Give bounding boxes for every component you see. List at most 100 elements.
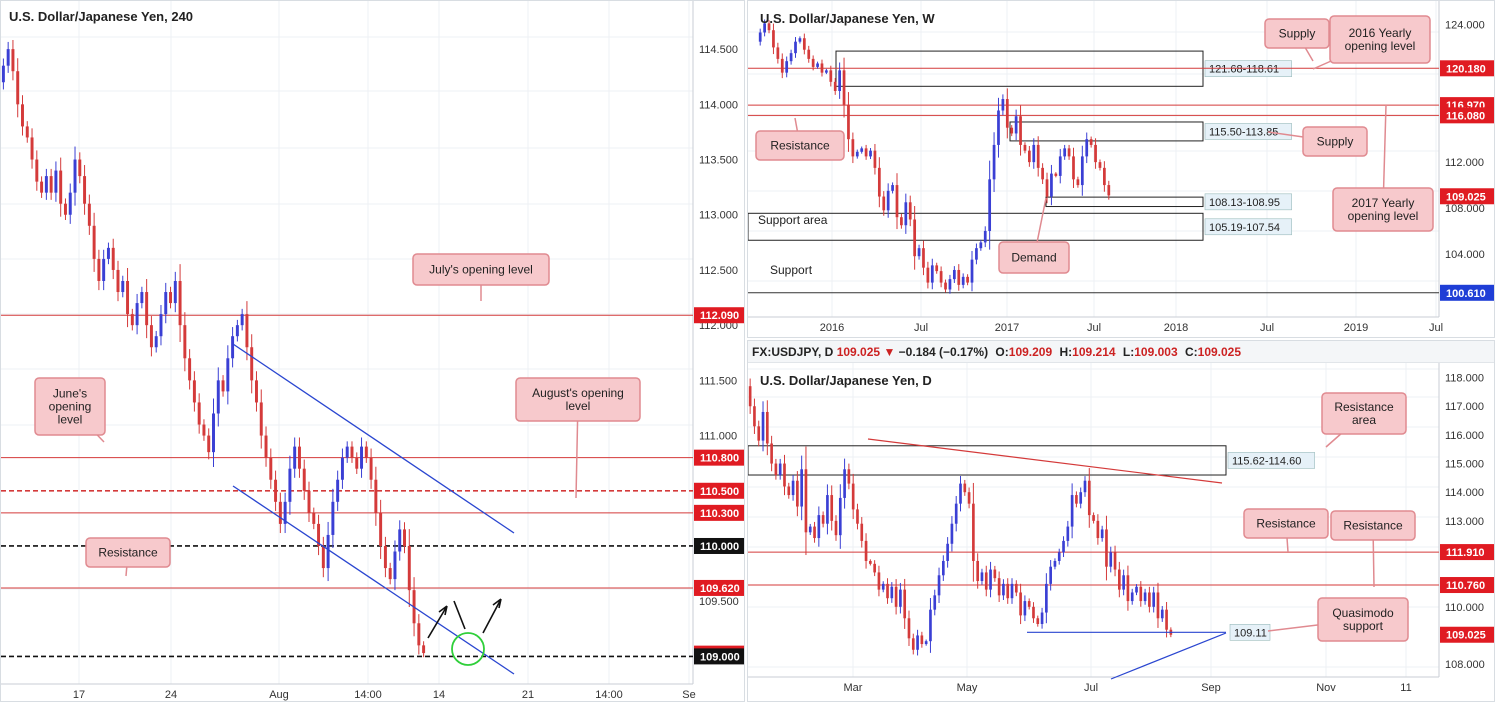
price-tick-label: 118.000: [1445, 373, 1484, 385]
price-change: −0.184 (−0.17%): [898, 345, 989, 359]
symbol-label: FX:USDJPY, D: [752, 345, 834, 359]
price-tick-label: 111.500: [699, 375, 737, 387]
up-arrow-icon: [427, 605, 448, 639]
candle-body: [780, 58, 784, 73]
callout-text: Resistance: [1343, 519, 1403, 533]
candle-body: [1053, 560, 1057, 567]
candle-body: [877, 167, 881, 197]
candle-body: [1050, 173, 1053, 197]
candle-body: [916, 635, 919, 650]
callout-box: [515, 377, 641, 422]
candle-body: [988, 179, 992, 231]
candle-body: [192, 380, 196, 403]
candle-body: [886, 190, 890, 211]
candle-body: [907, 618, 911, 639]
candle-body: [917, 248, 921, 257]
candle-body: [83, 176, 87, 204]
callout-text: Demand: [1011, 251, 1056, 265]
candle-body: [976, 560, 980, 582]
candle-body: [813, 526, 816, 539]
open-label: O:: [995, 345, 1009, 359]
candle-body: [954, 503, 958, 524]
close-value: 109.025: [1197, 345, 1242, 359]
time-tick-label: 21: [522, 689, 534, 701]
candle-body: [1107, 185, 1111, 196]
candle-body: [140, 292, 144, 304]
candle-body: [864, 540, 868, 561]
candle-body: [957, 269, 961, 285]
weekly-chart-title: U.S. Dollar/Japanese Yen, W: [760, 11, 935, 26]
candle-body: [1067, 148, 1071, 157]
callout-box: [1317, 597, 1409, 642]
price-tick-label: 113.500: [699, 155, 738, 167]
candle-body: [1036, 618, 1040, 624]
candle-body: [913, 219, 917, 257]
candle-body: [240, 314, 244, 326]
candle-body: [972, 503, 975, 561]
callout-box: [85, 537, 171, 568]
candle-body: [869, 150, 872, 157]
candle-body: [1062, 540, 1065, 553]
candle-body: [360, 446, 364, 469]
trendline-support: [1110, 632, 1227, 680]
callout-text: Resistance: [98, 546, 158, 560]
candle-body: [16, 71, 20, 105]
candle-body: [860, 148, 864, 152]
candle-body: [302, 468, 306, 491]
time-tick-label: 14: [433, 689, 445, 701]
candle-body: [838, 70, 841, 92]
candle-body: [1014, 116, 1018, 134]
price-tick-label: 113.000: [699, 210, 738, 222]
candle-body: [111, 247, 115, 270]
candle-body: [1027, 601, 1031, 607]
candle-body: [826, 495, 829, 524]
candle-body: [765, 411, 769, 444]
candle-body: [869, 560, 872, 564]
daily-chart-panel[interactable]: 115.62-114.60 118.000 117.000 116.000 115.00…: [747, 340, 1495, 702]
candle-body: [1160, 609, 1164, 619]
candle-body: [980, 572, 984, 582]
candle-body: [1010, 583, 1014, 599]
open-value: 109.209: [1008, 345, 1053, 359]
highlight-circle: [451, 632, 485, 666]
price-tick-label: 108.000: [1445, 203, 1485, 215]
candle-body: [183, 325, 187, 359]
candle-body: [1094, 144, 1097, 163]
candle-body: [1156, 592, 1160, 619]
candle-body: [791, 480, 795, 496]
candle-body: [933, 595, 937, 610]
h4-chart-panel[interactable]: 114.500 114.000 113.500 113.000 112.500 112.0…: [0, 0, 745, 702]
candle-body: [748, 386, 752, 407]
candle-body: [321, 545, 325, 569]
candle-body: [851, 483, 855, 510]
callout-text: area: [1352, 413, 1376, 427]
candle-body: [860, 523, 864, 541]
price-badge-label: 109.000: [700, 651, 740, 663]
candle-body: [843, 469, 846, 498]
candle-body: [1063, 148, 1067, 157]
candle-body: [102, 258, 106, 281]
candle-body: [1118, 569, 1121, 590]
candle-body: [967, 492, 971, 504]
daily-chart-svg[interactable]: 115.62-114.60 118.000 117.000 116.000 115.00…: [748, 341, 1495, 702]
candle-body: [772, 30, 775, 48]
callout-box: [1330, 510, 1416, 541]
candle-body: [1049, 566, 1052, 584]
candle-body: [1066, 526, 1070, 541]
candle-body: [259, 402, 263, 436]
candle-body: [1045, 583, 1048, 613]
candle-body: [149, 325, 153, 348]
candle-body: [937, 575, 941, 596]
weekly-chart-panel[interactable]: 121.68-118.61 115.50-113.85 108.13-108.95 1…: [747, 0, 1495, 338]
candle-body: [833, 81, 837, 92]
candle-body: [340, 457, 344, 480]
candle-body: [202, 424, 206, 436]
candle-body: [92, 225, 96, 259]
time-tick-label: 14:00: [354, 689, 382, 701]
h4-chart-svg[interactable]: 114.500 114.000 113.500 113.000 112.500 112.0…: [1, 1, 745, 702]
price-badge-label: 110.300: [700, 508, 739, 520]
price-badge: [1440, 284, 1494, 301]
price-badge-label: 110.760: [1446, 580, 1485, 592]
weekly-chart-svg[interactable]: 121.68-118.61 115.50-113.85 108.13-108.95 1…: [748, 1, 1495, 338]
candle-body: [44, 176, 48, 193]
